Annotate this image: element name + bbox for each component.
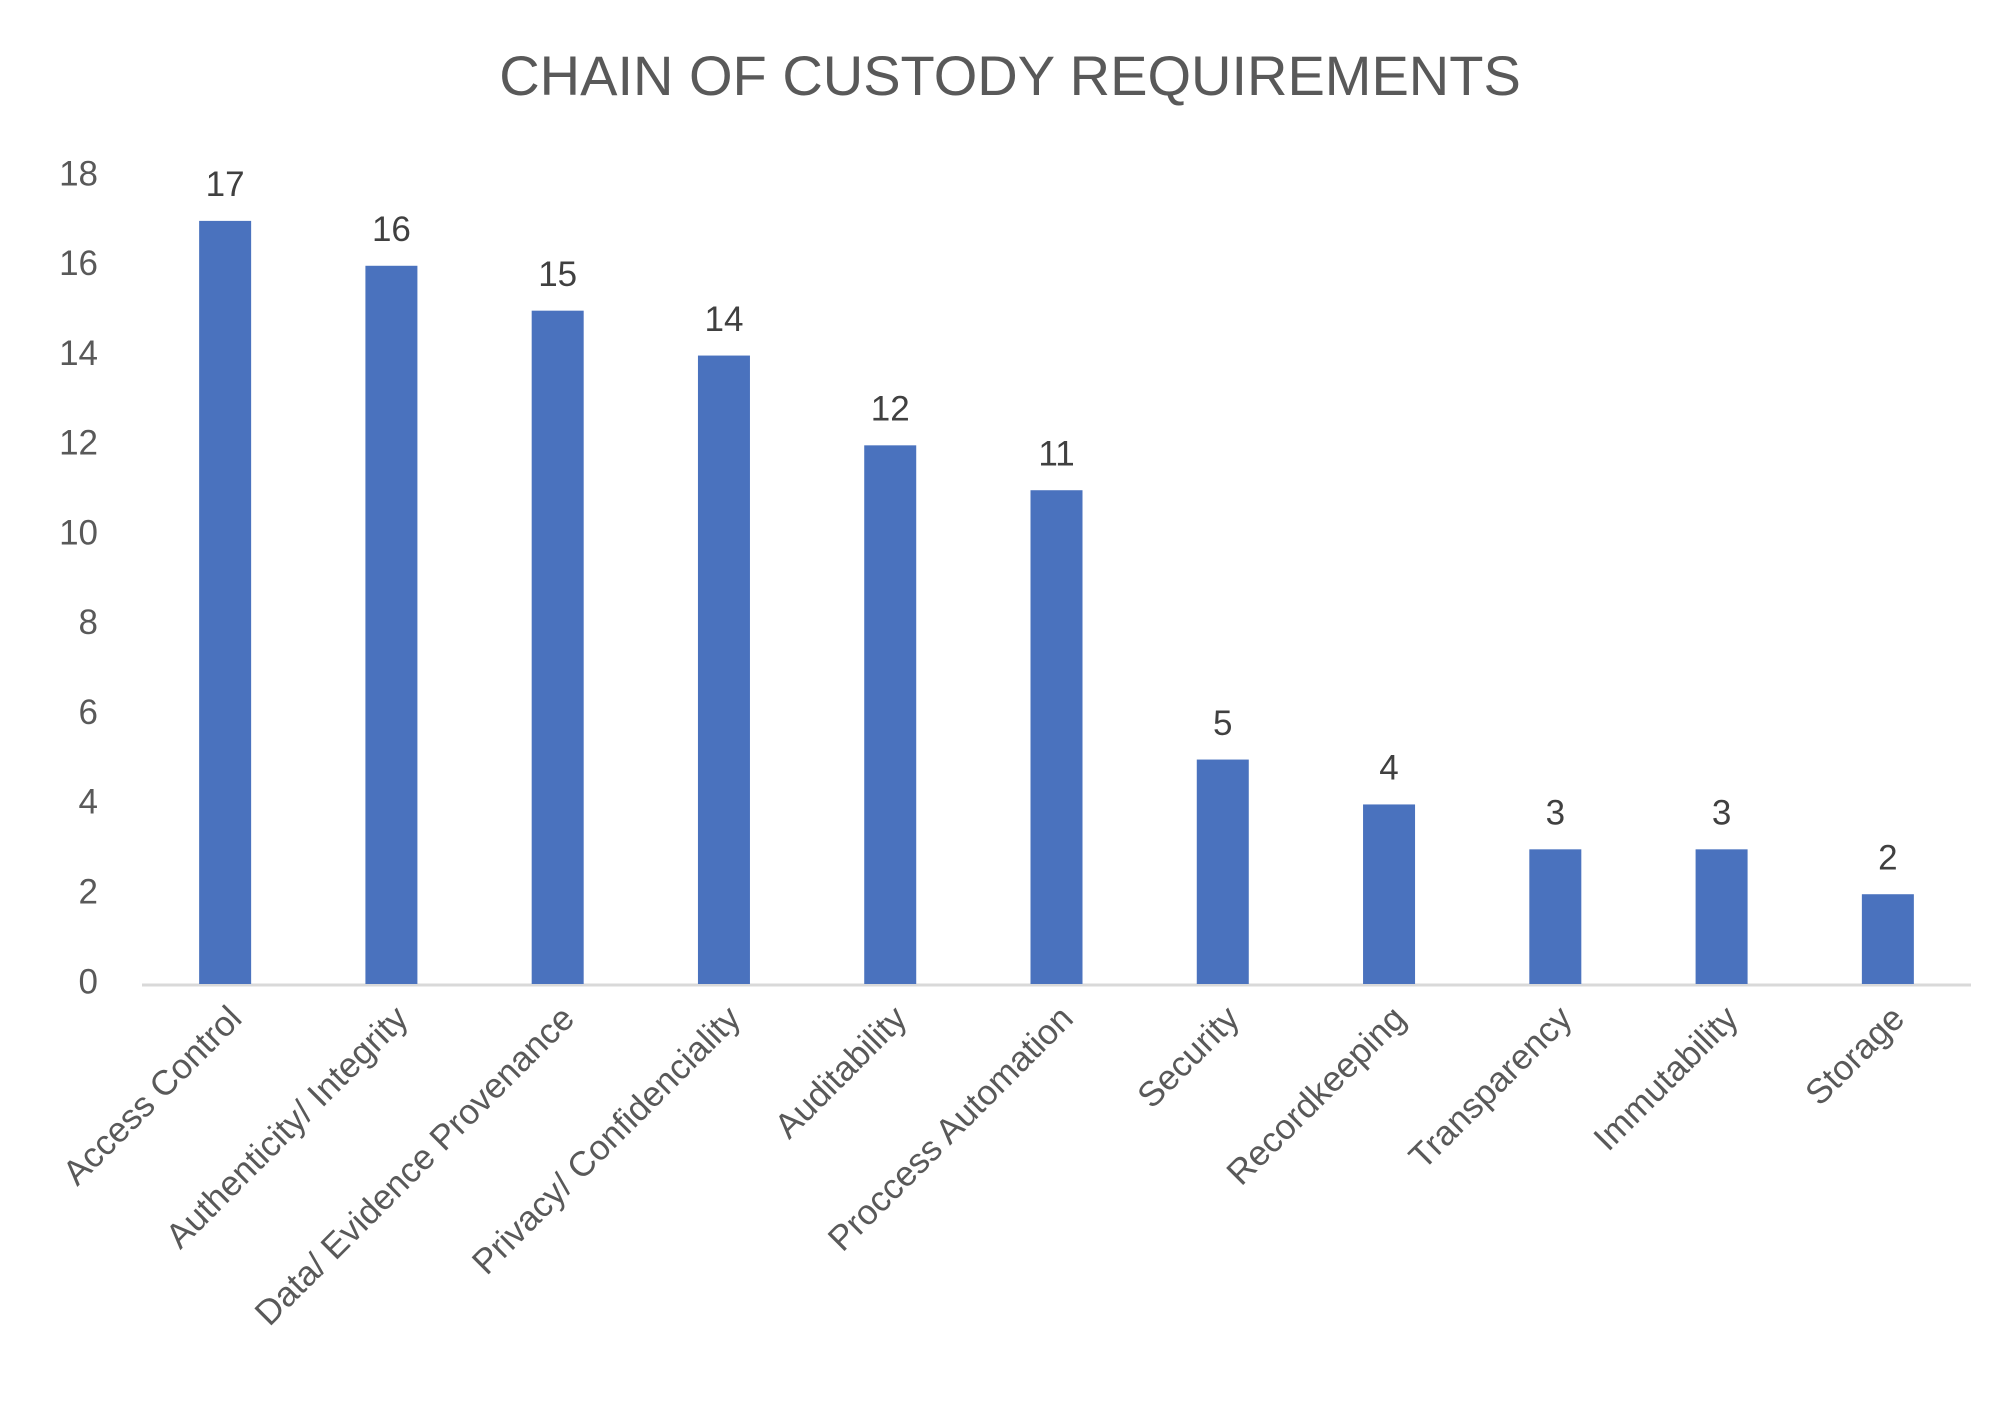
x-tick-label: Transparency (1402, 998, 1580, 1176)
data-label: 4 (1379, 749, 1398, 788)
data-label: 15 (538, 255, 577, 294)
bar (531, 310, 584, 985)
bar (199, 220, 252, 984)
data-label: 5 (1213, 704, 1232, 743)
bar (1030, 490, 1083, 984)
data-label: 11 (1038, 434, 1074, 473)
bar (1196, 759, 1249, 984)
y-tick-label: 12 (59, 424, 98, 463)
y-tick-label: 16 (59, 244, 98, 283)
data-label: 2 (1878, 838, 1897, 877)
y-tick-label: 14 (59, 334, 98, 373)
x-tick-label: Storage (1798, 999, 1912, 1113)
y-tick-label: 18 (59, 154, 98, 193)
chart-title: CHAIN OF CUSTODY REQUIREMENTS (499, 44, 1521, 107)
y-tick-label: 0 (79, 962, 98, 1001)
bar (1363, 804, 1416, 984)
bar (365, 265, 418, 984)
y-tick-label: 10 (59, 513, 98, 552)
data-label: 16 (372, 210, 411, 249)
x-tick-label: Recordkeeping (1219, 999, 1413, 1193)
data-label: 3 (1546, 794, 1565, 833)
bar (697, 355, 750, 984)
x-tick-label: Immutability (1586, 998, 1746, 1158)
x-tick-label: Security (1130, 998, 1247, 1115)
bar (1529, 849, 1582, 984)
data-label: 17 (206, 165, 245, 204)
y-tick-label: 6 (79, 693, 98, 732)
x-tick-label: Privacy/ Confidenciality (465, 998, 749, 1282)
bar (1695, 849, 1748, 984)
data-label: 3 (1712, 794, 1731, 833)
y-tick-label: 2 (79, 872, 98, 911)
data-label: 14 (704, 300, 743, 339)
bar (864, 445, 917, 984)
x-tick-label: Data/ Evidence Provenance (247, 999, 581, 1333)
x-tick-label: Auditability (767, 998, 915, 1146)
y-tick-label: 8 (79, 603, 98, 642)
x-tick-label: Access Control (55, 999, 249, 1193)
data-label: 12 (871, 390, 910, 429)
bar (1861, 894, 1914, 984)
y-tick-label: 4 (79, 783, 98, 822)
